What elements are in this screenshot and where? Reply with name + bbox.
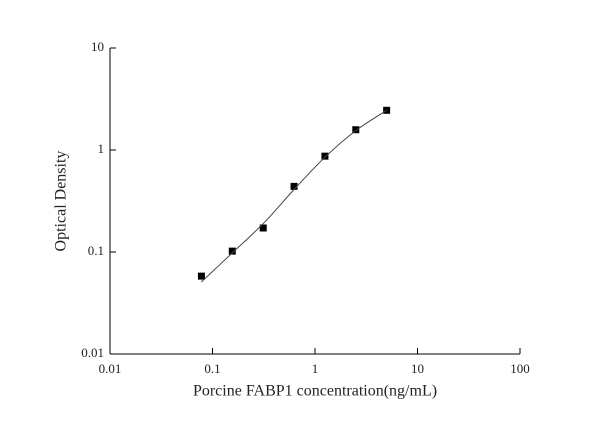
data-point bbox=[197, 272, 205, 280]
y-tick-label: 0.1 bbox=[88, 243, 104, 258]
x-tick-label: 1 bbox=[312, 361, 319, 376]
data-point bbox=[383, 106, 391, 114]
x-tick-label: 10 bbox=[411, 361, 424, 376]
x-tick-label: 100 bbox=[510, 361, 530, 376]
data-point bbox=[228, 247, 236, 255]
x-tick-label: 0.1 bbox=[204, 361, 220, 376]
fit-curve bbox=[201, 109, 387, 283]
x-axis-title: Porcine FABP1 concentration(ng/mL) bbox=[193, 383, 437, 400]
y-axis-title: Optical Density bbox=[53, 151, 70, 252]
data-point bbox=[321, 152, 329, 160]
data-point bbox=[352, 126, 360, 134]
y-tick-label: 10 bbox=[91, 39, 104, 54]
x-tick-label: 0.01 bbox=[99, 361, 122, 376]
y-tick-label: 0.01 bbox=[81, 345, 104, 360]
data-point bbox=[259, 224, 267, 232]
data-point bbox=[290, 182, 298, 190]
y-tick-label: 1 bbox=[98, 141, 105, 156]
